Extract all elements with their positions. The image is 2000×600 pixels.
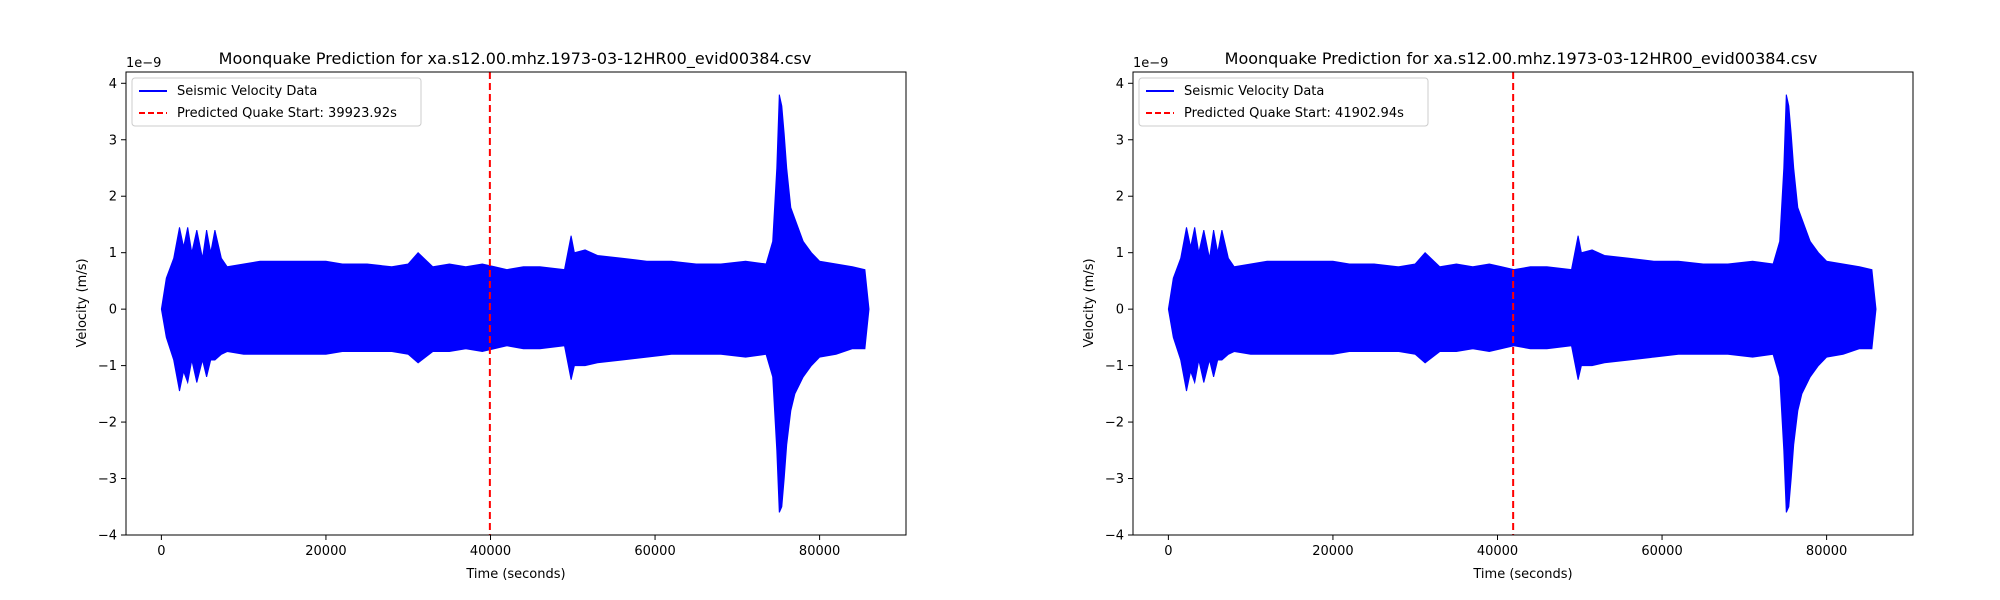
plot-frame (1132, 71, 1914, 536)
wave-spikes (1169, 125, 1876, 507)
y-tick-label: 2 (1116, 190, 1124, 205)
y-tick-label: −4 (98, 529, 117, 544)
y-tick-label: −2 (1105, 416, 1124, 431)
y-tick-label: −2 (98, 416, 117, 431)
legend-frame (1138, 77, 1429, 127)
y-tick-label: 1 (1116, 246, 1124, 261)
x-tick-label: 0 (157, 544, 165, 559)
y-tick-label: 0 (1116, 303, 1124, 318)
plot-frame (125, 71, 907, 536)
plot-clip (1167, 72, 1877, 535)
y-axis-label: Velocity (m/s) (1082, 258, 1097, 347)
chart-left: Moonquake Prediction for xa.s12.00.mhz.1… (75, 49, 907, 582)
x-tick-label: 20000 (305, 544, 346, 559)
legend-label-seismic: Seismic Velocity Data (1184, 84, 1324, 99)
y-offset-label: 1e−9 (1133, 56, 1168, 71)
y-ticks: −4 −3 −2 −1 0 1 2 3 4 (98, 77, 126, 544)
chart-right: Moonquake Prediction for xa.s12.00.mhz.1… (1082, 49, 1914, 582)
y-tick-label: 2 (109, 190, 117, 205)
legend-label-seismic: Seismic Velocity Data (177, 84, 317, 99)
chart-title: Moonquake Prediction for xa.s12.00.mhz.1… (219, 49, 812, 69)
y-tick-label: 0 (109, 303, 117, 318)
y-axis-label: Velocity (m/s) (75, 258, 90, 347)
y-tick-label: −3 (98, 472, 117, 487)
y-ticks: −4 −3 −2 −1 0 1 2 3 4 (1105, 77, 1133, 544)
y-tick-label: 3 (109, 133, 117, 148)
x-ticks: 0 20000 40000 60000 80000 (157, 535, 840, 559)
y-tick-label: −1 (1105, 359, 1124, 374)
x-tick-label: 0 (1164, 544, 1172, 559)
y-tick-label: 4 (1116, 77, 1124, 92)
y-offset-label: 1e−9 (126, 56, 161, 71)
y-tick-label: 1 (109, 246, 117, 261)
x-tick-label: 60000 (634, 544, 675, 559)
x-tick-label: 20000 (1312, 544, 1353, 559)
x-axis-label: Time (seconds) (465, 567, 565, 582)
legend-label-quake: Predicted Quake Start: 39923.92s (177, 106, 397, 121)
chart-title: Moonquake Prediction for xa.s12.00.mhz.1… (1225, 49, 1818, 69)
x-tick-label: 60000 (1641, 544, 1682, 559)
x-tick-label: 80000 (799, 544, 840, 559)
legend-frame (131, 77, 422, 127)
x-axis-label: Time (seconds) (1472, 567, 1572, 582)
x-tick-label: 80000 (1806, 544, 1847, 559)
legend: Seismic Velocity Data Predicted Quake St… (131, 77, 422, 127)
y-tick-label: 4 (109, 77, 117, 92)
y-tick-label: 3 (1116, 133, 1124, 148)
legend: Seismic Velocity Data Predicted Quake St… (1138, 77, 1429, 127)
x-ticks: 0 20000 40000 60000 80000 (1164, 535, 1847, 559)
legend-label-quake: Predicted Quake Start: 41902.94s (1184, 106, 1404, 121)
wave-spikes (162, 125, 869, 507)
y-tick-label: −4 (1105, 529, 1124, 544)
x-tick-label: 40000 (470, 544, 511, 559)
x-tick-label: 40000 (1477, 544, 1518, 559)
plot-clip (160, 72, 870, 535)
y-tick-label: −1 (98, 359, 117, 374)
y-tick-label: −3 (1105, 472, 1124, 487)
